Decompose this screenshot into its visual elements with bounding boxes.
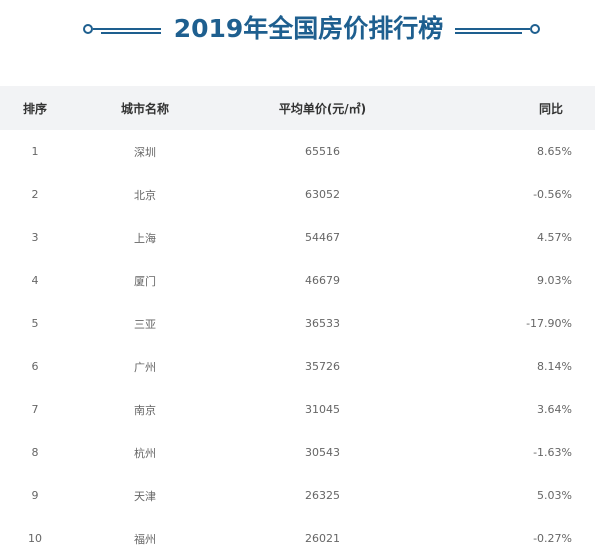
cell-price: 30543	[305, 446, 340, 459]
header-yoy: 同比	[538, 101, 563, 116]
title-decoration-right	[455, 24, 540, 34]
cell-price: 36533	[305, 317, 340, 330]
cell-rank: 9	[31, 489, 39, 502]
cell-price: 26021	[305, 532, 340, 545]
table-row: 10 福州 26021 -0.27%	[0, 517, 595, 560]
table-header-row: 排序 城市名称 平均单价(元/㎡) 同比	[0, 86, 595, 130]
cell-city: 南京	[134, 403, 156, 417]
cell-city: 上海	[134, 231, 156, 245]
cell-yoy: -0.27%	[533, 532, 572, 545]
header-price: 平均单价(元/㎡)	[278, 101, 367, 116]
cell-yoy: -0.56%	[533, 188, 572, 201]
header-rank: 排序	[22, 101, 47, 116]
title-bar: 2019年全国房价排行榜	[0, 0, 595, 62]
cell-yoy: -17.90%	[526, 317, 572, 330]
cell-yoy: 3.64%	[537, 403, 572, 416]
ranking-table: 排序 城市名称 平均单价(元/㎡) 同比 1 深圳 65516 8.65% 2 …	[0, 86, 595, 560]
page-title: 2019年全国房价排行榜	[173, 14, 444, 43]
cell-rank: 6	[31, 360, 39, 373]
table-row: 1 深圳 65516 8.65%	[0, 130, 595, 173]
cell-rank: 3	[31, 231, 39, 244]
table-row: 8 杭州 30543 -1.63%	[0, 431, 595, 474]
table-row: 4 厦门 46679 9.03%	[0, 259, 595, 302]
cell-rank: 8	[31, 446, 39, 459]
cell-city: 杭州	[134, 446, 156, 460]
cell-price: 35726	[305, 360, 340, 373]
table-row: 3 上海 54467 4.57%	[0, 216, 595, 259]
cell-rank: 10	[28, 532, 42, 545]
cell-yoy: 9.03%	[537, 274, 572, 287]
table-row: 2 北京 63052 -0.56%	[0, 173, 595, 216]
table-row: 6 广州 35726 8.14%	[0, 345, 595, 388]
cell-price: 63052	[305, 188, 340, 201]
cell-yoy: -1.63%	[533, 446, 572, 459]
cell-city: 广州	[134, 360, 156, 374]
cell-rank: 5	[31, 317, 39, 330]
cell-price: 54467	[305, 231, 340, 244]
cell-rank: 7	[31, 403, 39, 416]
cell-price: 26325	[305, 489, 340, 502]
table-row: 7 南京 31045 3.64%	[0, 388, 595, 431]
cell-yoy: 5.03%	[537, 489, 572, 502]
cell-city: 福州	[134, 532, 156, 546]
cell-yoy: 4.57%	[537, 231, 572, 244]
cell-rank: 1	[31, 145, 39, 158]
cell-yoy: 8.65%	[537, 145, 572, 158]
cell-price: 31045	[305, 403, 340, 416]
cell-yoy: 8.14%	[537, 360, 572, 373]
table-row: 9 天津 26325 5.03%	[0, 474, 595, 517]
cell-city: 北京	[134, 188, 156, 202]
cell-rank: 4	[31, 274, 39, 287]
cell-rank: 2	[31, 188, 39, 201]
header-city: 城市名称	[120, 101, 169, 116]
title-decoration-left	[83, 24, 161, 34]
cell-price: 65516	[305, 145, 340, 158]
cell-city: 天津	[134, 489, 156, 503]
cell-city: 厦门	[134, 274, 156, 288]
cell-city: 三亚	[134, 317, 156, 331]
cell-price: 46679	[305, 274, 340, 287]
cell-city: 深圳	[134, 145, 156, 159]
table-row: 5 三亚 36533 -17.90%	[0, 302, 595, 345]
